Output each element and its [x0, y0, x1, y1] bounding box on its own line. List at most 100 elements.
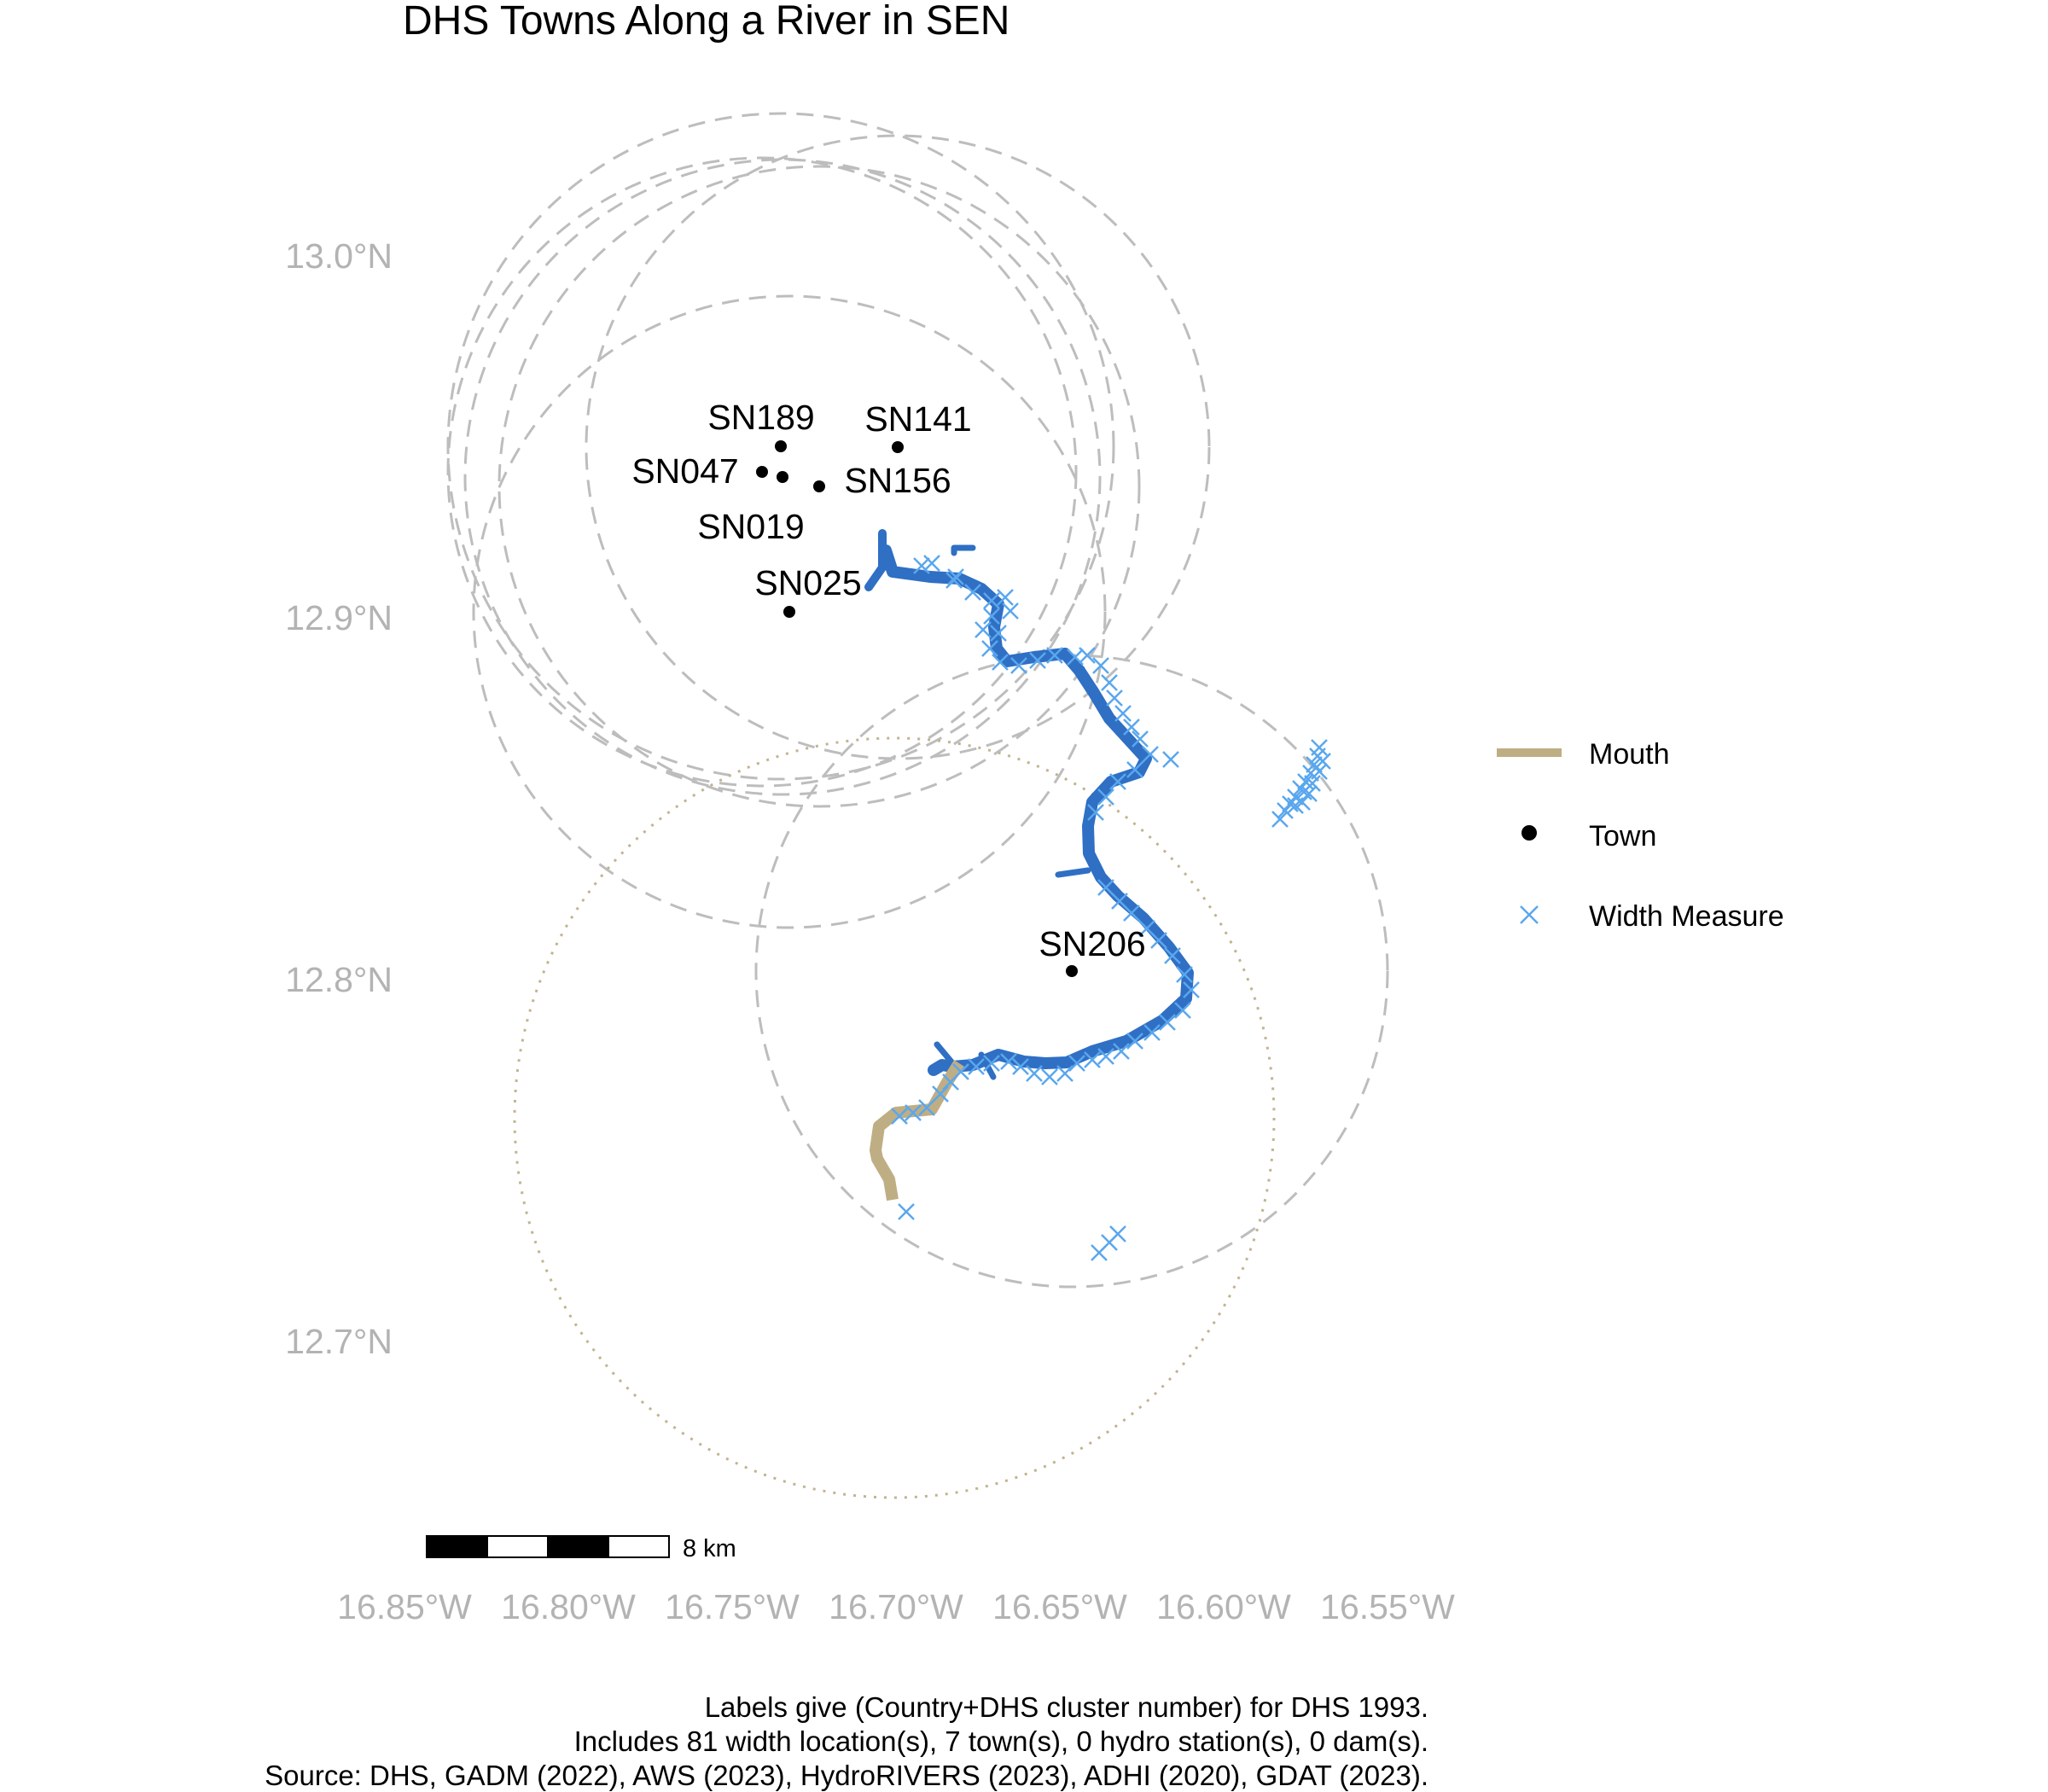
lat-label-12-7: 12.7°N [285, 1322, 393, 1361]
width-measure-marker [1314, 753, 1331, 770]
width-measure-marker [1297, 773, 1314, 790]
width-measure-marker [1311, 763, 1328, 780]
width-measure-marker [981, 640, 998, 657]
width-measure-marker [1143, 1024, 1161, 1041]
width-measure-marker [1271, 811, 1289, 828]
legend-town-swatch [1521, 825, 1537, 841]
width-measure-marker [1277, 802, 1294, 819]
width-measure-marker [1106, 689, 1123, 707]
width-measure-marker [923, 555, 940, 572]
width-measure-marker [968, 1058, 985, 1075]
buffer-circle-sn025 [472, 294, 1107, 929]
width-measure-marker [1097, 788, 1114, 806]
width-measure-marker [1113, 1043, 1130, 1060]
lon-label-16-75: 16.75°W [665, 1587, 800, 1626]
width-measure-marker [1012, 1058, 1029, 1075]
width-measure-marker [1092, 657, 1109, 674]
width-measure-marker [1109, 1225, 1126, 1242]
scale-bar-seg-1 [426, 1535, 488, 1558]
width-measure-marker [947, 568, 964, 585]
width-measure-marker [942, 1073, 959, 1091]
river-tributary-west [1055, 867, 1091, 878]
river-tributary-north [864, 529, 887, 591]
width-measure-marker [1079, 647, 1096, 664]
width-measure-marker [1026, 1065, 1043, 1082]
river-main-channel [880, 544, 1194, 1076]
width-measure-marker [1176, 966, 1193, 983]
width-measure-marker [905, 1104, 922, 1121]
town-label-sn141: SN141 [864, 399, 971, 439]
mouth-buffer-circle [513, 736, 1276, 1499]
width-measure-marker [1132, 730, 1149, 748]
width-measure-marker [990, 625, 1007, 642]
caption-line-1: Labels give (Country+DHS cluster number)… [705, 1691, 1428, 1723]
width-measure-marker [992, 654, 1009, 671]
width-measure-marker [945, 572, 963, 589]
town-point-sn189 [775, 440, 787, 452]
width-measure-marker [1097, 1048, 1114, 1065]
town-label-sn019: SN019 [697, 507, 804, 546]
width-measure-marker [1162, 751, 1179, 768]
width-measure-marker [1311, 739, 1328, 756]
width-measure-marker [1287, 797, 1304, 814]
width-measure-marker [1174, 1002, 1191, 1019]
width-measure-marker [1000, 1053, 1017, 1070]
buffer-circle-sn047 [446, 156, 1078, 788]
width-measure-marker [983, 608, 1000, 625]
caption: Labels give (Country+DHS cluster number)… [265, 1691, 1428, 1791]
width-measure-marker [1300, 785, 1318, 802]
town-label-sn189: SN189 [707, 398, 814, 437]
width-measure-marker [1010, 657, 1027, 674]
width-measures [891, 555, 1331, 1261]
width-measure-marker [1101, 674, 1118, 691]
width-measure-marker [918, 1099, 935, 1116]
town-point-sn025 [783, 606, 795, 618]
width-measure-marker [983, 592, 1000, 609]
town-labels: SN189 SN141 SN047 SN156 SN019 SN025 SN20… [631, 398, 1145, 963]
river-network [864, 529, 1194, 1080]
town-label-sn047: SN047 [631, 451, 738, 491]
width-measure-marker [983, 1055, 1000, 1072]
town-buffer-circles [446, 112, 1389, 1289]
legend: Mouth Town Width Measure [1497, 738, 1784, 933]
town-point-sn047 [756, 466, 768, 478]
lat-label-12-8: 12.8°N [285, 960, 393, 999]
lon-label-16-70: 16.70°W [829, 1587, 963, 1626]
lon-label-16-55: 16.55°W [1320, 1587, 1455, 1626]
width-measure-marker [1159, 1014, 1176, 1031]
legend-town-label: Town [1589, 820, 1656, 852]
width-measure-marker [1126, 1033, 1143, 1050]
width-measure-marker [964, 584, 981, 601]
scale-bar: 8 km [426, 1535, 736, 1562]
town-markers [756, 440, 1078, 977]
town-point-sn156 [813, 480, 825, 492]
river-tributary-south-a [934, 1041, 957, 1068]
width-measure-marker [1126, 761, 1143, 778]
map-title: DHS Towns Along a River in SEN [403, 0, 1009, 44]
town-point-sn019 [777, 471, 788, 483]
town-point-sn141 [892, 441, 904, 453]
scale-bar-seg-2 [486, 1535, 549, 1558]
width-measure-marker [1029, 652, 1046, 669]
width-measure-marker [1097, 879, 1114, 896]
width-measure-marker [913, 557, 930, 574]
width-measure-marker [1084, 1051, 1101, 1068]
caption-line-2: Includes 81 width location(s), 7 town(s)… [574, 1725, 1428, 1757]
width-measure-marker [1087, 804, 1104, 821]
width-measure-marker [891, 1108, 908, 1125]
town-point-sn206 [1066, 965, 1078, 977]
width-measure-marker [975, 621, 992, 638]
legend-width-label: Width Measure [1589, 900, 1784, 933]
lon-label-16-60: 16.60°W [1156, 1587, 1291, 1626]
legend-width-swatch [1520, 905, 1539, 924]
width-measure-marker [1002, 602, 1019, 620]
buffer-circle-sn156 [497, 165, 1141, 808]
width-measure-marker [1150, 932, 1167, 949]
scale-bar-seg-3 [547, 1535, 609, 1558]
legend-mouth-label: Mouth [1589, 738, 1670, 771]
town-label-sn156: SN156 [844, 461, 951, 500]
buffer-circle-sn019 [463, 158, 1102, 796]
width-measure-marker [1041, 1068, 1058, 1085]
width-measure-marker [898, 1203, 915, 1220]
